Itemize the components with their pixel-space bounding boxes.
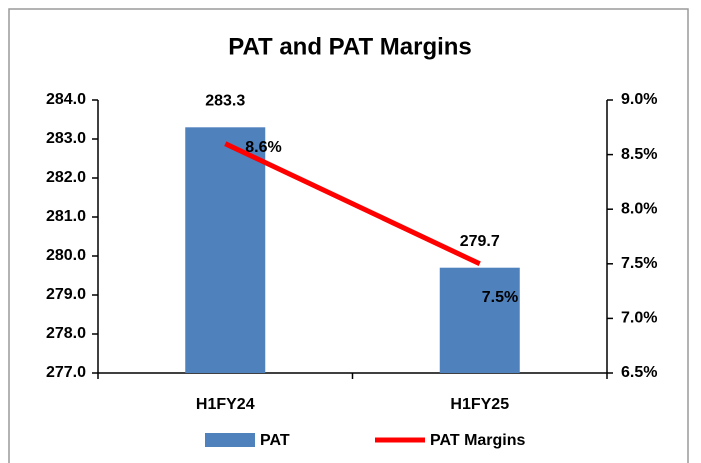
y2-tick-label: 9.0% xyxy=(621,91,657,108)
y2-tick-label: 7.5% xyxy=(621,255,657,272)
y-tick-label: 283.0 xyxy=(46,130,86,147)
line-value-label: 7.5% xyxy=(482,289,518,306)
y-tick-label: 281.0 xyxy=(46,208,86,225)
legend-label: PAT xyxy=(260,432,290,449)
bar-value-label: 279.7 xyxy=(460,233,500,250)
line xyxy=(224,141,481,267)
legend-label: PAT Margins xyxy=(430,432,526,449)
chart-frame xyxy=(8,8,689,463)
y-tick-label: 284.0 xyxy=(46,91,86,108)
y2-tick-label: 8.5% xyxy=(621,146,657,163)
y-tick-label: 279.0 xyxy=(46,286,86,303)
x-tick-label: H1FY25 xyxy=(450,396,509,413)
y-tick-label: 282.0 xyxy=(46,169,86,186)
y2-tick-label: 7.0% xyxy=(621,310,657,327)
y-tick-label: 280.0 xyxy=(46,247,86,264)
chart-title: PAT and PAT Margins xyxy=(228,33,472,60)
y-tick-label: 278.0 xyxy=(46,325,86,342)
bar xyxy=(439,267,520,373)
y2-tick-label: 6.5% xyxy=(621,364,657,381)
legend-swatch xyxy=(205,433,255,447)
y2-tick-label: 8.0% xyxy=(621,200,657,217)
line-value-label: 8.6% xyxy=(245,139,281,156)
y-tick-label: 277.0 xyxy=(46,364,86,381)
bar-value-label: 283.3 xyxy=(205,93,245,110)
x-tick-label: H1FY24 xyxy=(196,396,255,413)
bar xyxy=(185,127,266,373)
